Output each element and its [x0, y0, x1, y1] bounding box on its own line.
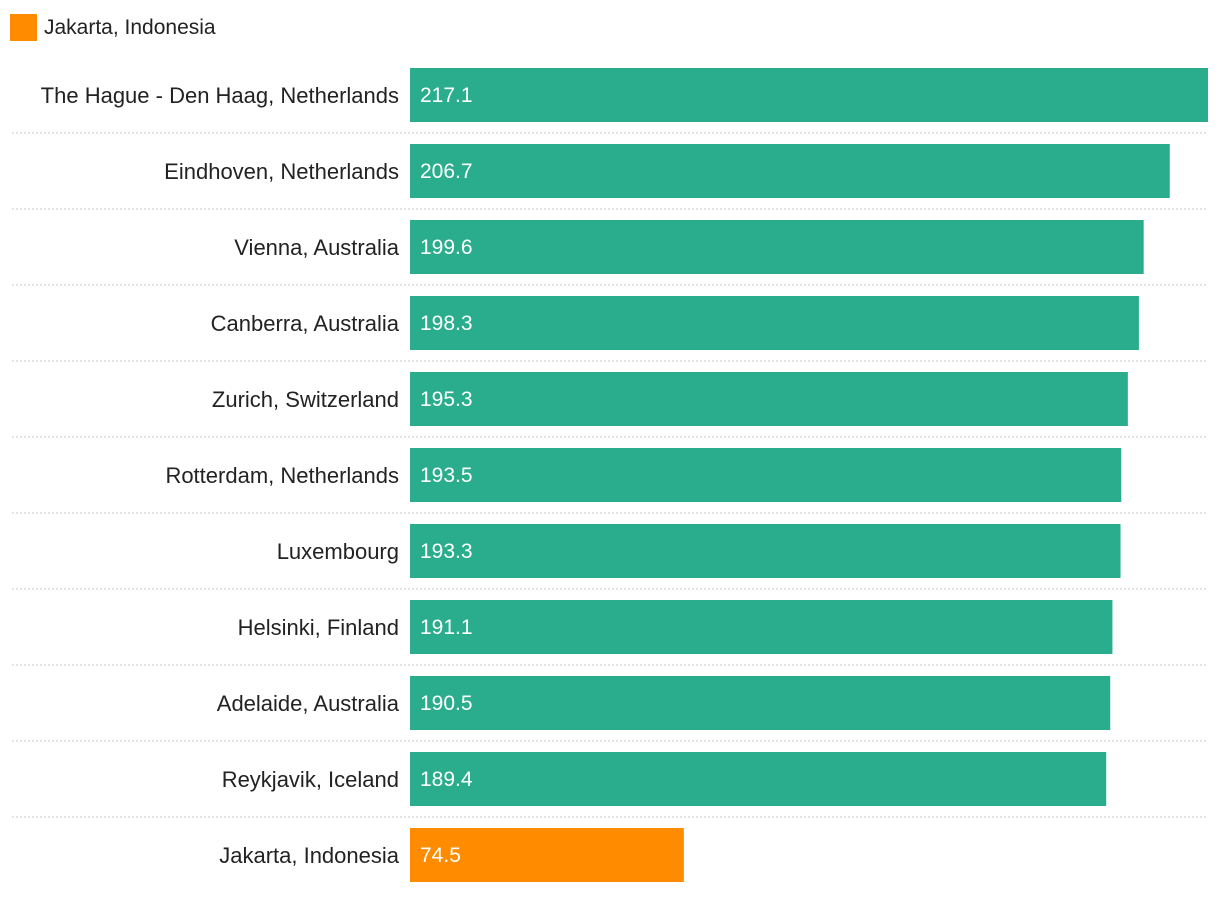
bar-row: Helsinki, Finland 191.1	[12, 600, 1208, 666]
bar-row: Canberra, Australia 198.3	[12, 296, 1208, 362]
bar	[410, 752, 1107, 806]
value-label: 191.1	[420, 616, 473, 639]
value-label: 189.4	[420, 768, 473, 791]
category-label: Eindhoven, Netherlands	[164, 159, 399, 184]
bar-row: Luxembourg 193.3	[12, 524, 1208, 590]
bar-row: Jakarta, Indonesia 74.5	[219, 828, 684, 882]
value-label: 74.5	[420, 844, 461, 867]
bar-row: Reykjavik, Iceland 189.4	[12, 752, 1208, 818]
legend-swatch	[10, 14, 37, 41]
value-label: 217.1	[420, 84, 473, 107]
value-label: 193.5	[420, 464, 473, 487]
bar	[410, 676, 1111, 730]
chart-rows: The Hague - Den Haag, Netherlands 217.1 Ei…	[12, 68, 1208, 882]
value-label: 195.3	[420, 388, 473, 411]
category-label: Luxembourg	[277, 539, 399, 564]
value-label: 193.3	[420, 540, 473, 563]
category-label: Rotterdam, Netherlands	[165, 463, 399, 488]
bar	[410, 68, 1208, 122]
category-label: Jakarta, Indonesia	[219, 843, 400, 868]
value-label: 199.6	[420, 236, 473, 259]
category-label: Helsinki, Finland	[238, 615, 399, 640]
bar	[410, 296, 1139, 350]
bar-row: Rotterdam, Netherlands 193.5	[12, 448, 1208, 514]
category-label: The Hague - Den Haag, Netherlands	[41, 83, 399, 108]
value-label: 190.5	[420, 692, 473, 715]
bar	[410, 524, 1121, 578]
bar-row: Zurich, Switzerland 195.3	[12, 372, 1208, 438]
bar	[410, 600, 1113, 654]
value-label: 206.7	[420, 160, 473, 183]
bar-highlight	[410, 828, 684, 882]
category-label: Vienna, Australia	[234, 235, 399, 260]
legend-label: Jakarta, Indonesia	[44, 16, 216, 39]
legend: Jakarta, Indonesia	[10, 14, 216, 41]
category-label: Zurich, Switzerland	[212, 387, 399, 412]
bar-row: The Hague - Den Haag, Netherlands 217.1	[12, 68, 1208, 134]
bar-row: Vienna, Australia 199.6	[12, 220, 1208, 286]
bar-row: Eindhoven, Netherlands 206.7	[12, 144, 1208, 210]
bar	[410, 144, 1170, 198]
bar	[410, 220, 1144, 274]
bar	[410, 372, 1128, 426]
category-label: Reykjavik, Iceland	[222, 767, 399, 792]
category-label: Canberra, Australia	[211, 311, 400, 336]
value-label: 198.3	[420, 312, 473, 335]
bar	[410, 448, 1122, 502]
bar-row: Adelaide, Australia 190.5	[12, 676, 1208, 742]
category-label: Adelaide, Australia	[217, 691, 400, 716]
